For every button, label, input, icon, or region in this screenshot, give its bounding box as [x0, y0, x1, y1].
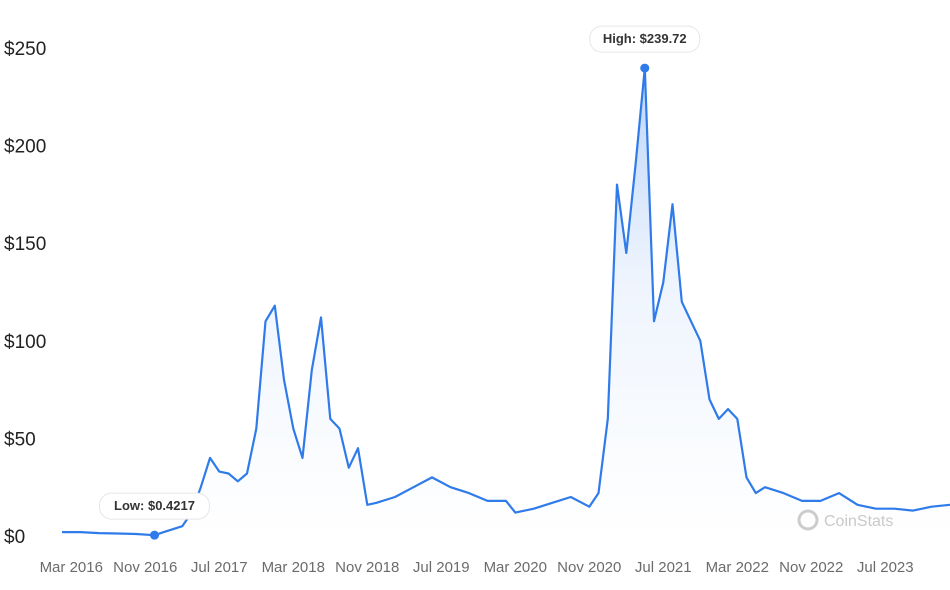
y-tick-label: $200: [4, 137, 46, 158]
x-axis: Mar 2016 Nov 2016 Jul 2017 Mar 2018 Nov 2018…: [40, 559, 914, 576]
price-area-fill: [62, 68, 950, 536]
x-tick-label: Nov 2018: [335, 559, 399, 576]
low-callout: Low: $0.4217: [99, 492, 210, 540]
x-tick-label: Jul 2019: [413, 559, 470, 576]
y-tick-label: $50: [4, 429, 36, 450]
y-tick-label: $0: [4, 527, 25, 548]
x-tick-label: Nov 2016: [113, 559, 177, 576]
x-tick-label: Jul 2021: [635, 559, 692, 576]
high-callout-box: [589, 25, 701, 53]
high-callout-label: High: $239.72: [603, 31, 687, 46]
watermark: CoinStats: [797, 509, 893, 531]
x-tick-label: Jul 2023: [857, 559, 914, 576]
y-axis: $0 $50 $100 $150 $200 $250: [4, 39, 46, 548]
x-tick-label: Nov 2022: [779, 559, 843, 576]
coinstats-logo-icon: [797, 509, 819, 531]
x-tick-label: Jul 2017: [191, 559, 248, 576]
price-line: [62, 67, 950, 537]
x-tick-label: Nov 2020: [557, 559, 621, 576]
x-tick-label: Mar 2016: [40, 559, 103, 576]
watermark-text: CoinStats: [824, 513, 893, 530]
high-marker: [640, 63, 650, 73]
y-tick-label: $150: [4, 234, 46, 255]
x-tick-label: Mar 2018: [262, 559, 325, 576]
x-tick-label: Mar 2022: [706, 559, 769, 576]
low-marker: [150, 530, 159, 540]
low-callout-label: Low: $0.4217: [114, 498, 195, 513]
y-tick-label: $250: [4, 39, 46, 60]
low-callout-box: [99, 492, 210, 520]
y-tick-label: $100: [4, 332, 46, 353]
high-callout: High: $239.72: [589, 25, 701, 73]
x-tick-label: Mar 2020: [484, 559, 547, 576]
